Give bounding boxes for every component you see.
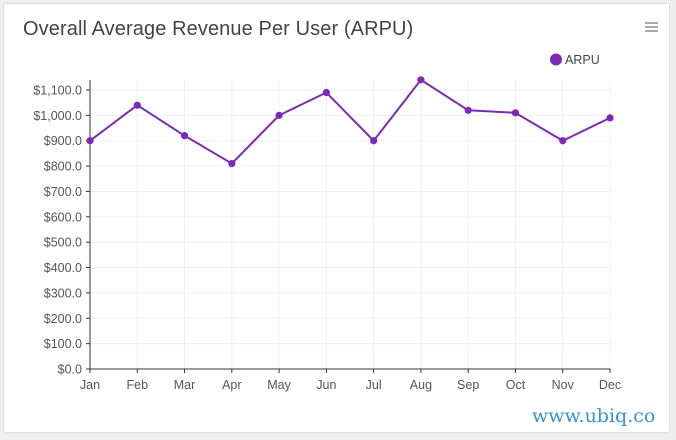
x-tick-label: Nov (552, 378, 575, 392)
legend-marker (550, 53, 562, 66)
x-tick-label: Sep (457, 378, 479, 392)
data-point (370, 137, 378, 145)
y-tick-label: $1,000.0 (33, 109, 82, 123)
data-point (559, 137, 567, 145)
legend-label: ARPU (565, 53, 600, 67)
x-tick-label: Aug (410, 378, 432, 392)
x-tick-label: Apr (222, 378, 241, 392)
x-tick-label: Feb (126, 378, 148, 392)
y-tick-label: $200.0 (44, 312, 82, 326)
data-point (86, 137, 94, 145)
y-tick-label: $0.0 (58, 363, 82, 377)
y-tick-label: $300.0 (44, 286, 82, 300)
data-point (606, 114, 614, 122)
chart-card: Overall Average Revenue Per User (ARPU) (3, 3, 670, 433)
x-tick-label: May (267, 378, 291, 392)
watermark: www.ubiq.co (532, 405, 656, 427)
y-tick-label: $800.0 (44, 160, 82, 174)
data-point (180, 132, 189, 140)
series-line-arpu (89, 78, 611, 165)
hamburger-menu-icon[interactable] (645, 21, 658, 33)
data-point (464, 106, 472, 114)
chart-title: Overall Average Revenue Per User (ARPU) (23, 18, 414, 40)
data-point (322, 88, 330, 97)
y-tick-label: $1,100.0 (33, 84, 82, 98)
x-tick-label: Oct (506, 378, 526, 392)
x-tick-label: Mar (174, 378, 196, 392)
y-tick-label: $900.0 (44, 134, 82, 148)
x-tick-label: Jan (80, 378, 100, 392)
data-point (228, 159, 236, 168)
data-point (275, 111, 283, 119)
x-tick-label: Dec (599, 378, 621, 392)
y-tick-label: $500.0 (44, 236, 82, 250)
y-tick-label: $600.0 (44, 210, 82, 224)
y-tick-label: $400.0 (44, 261, 82, 275)
data-point (133, 101, 141, 109)
y-tick-label: $700.0 (44, 185, 82, 199)
x-tick-label: Jul (366, 378, 382, 392)
x-tick-label: Jun (316, 378, 336, 392)
data-point (511, 109, 520, 117)
y-tick-label: $100.0 (44, 337, 82, 351)
data-point (417, 76, 425, 84)
